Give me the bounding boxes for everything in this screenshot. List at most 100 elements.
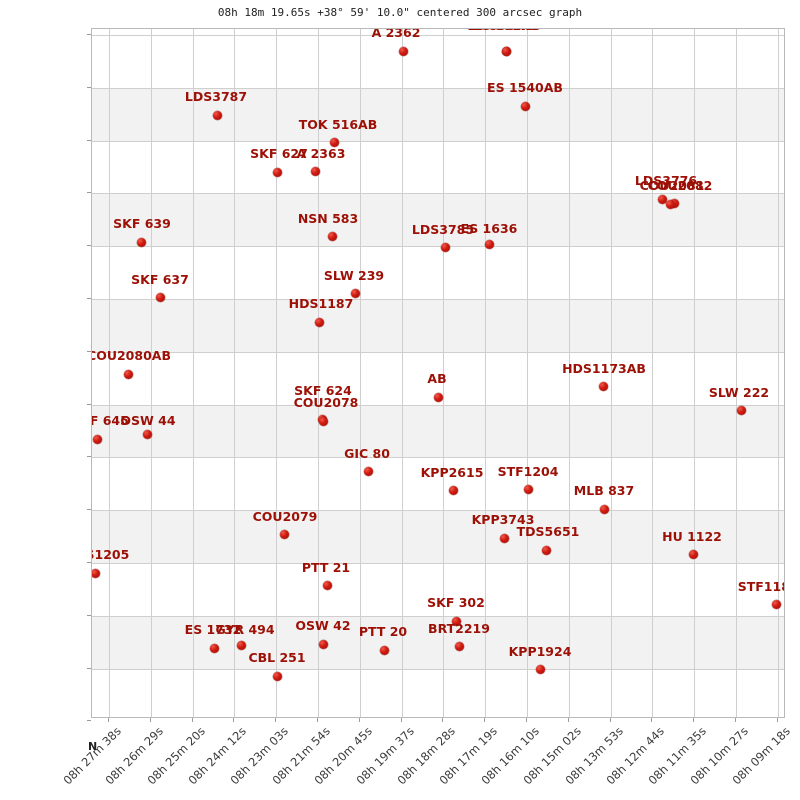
star-label: ES 1540AB [487,80,563,95]
star-marker[interactable] [433,392,443,402]
star-label: HDS1205 [92,547,130,562]
x-axis-tick-mark [609,718,611,722]
gridline-vertical [359,29,361,717]
star-label: STF1184A [737,579,784,594]
star-marker[interactable] [541,545,551,555]
x-axis-tick-mark [526,718,527,722]
star-label: CBL 251 [248,650,306,665]
star-label: PTT 20 [358,624,408,639]
gridline-vertical [610,29,612,717]
star-marker[interactable] [665,199,675,209]
star-marker[interactable] [123,369,133,379]
x-axis-tick-mark [233,718,235,722]
star-label: PTT 21 [301,560,351,575]
star-marker[interactable] [142,429,152,439]
star-marker[interactable] [454,641,464,651]
y-axis-tick-mark [87,456,91,458]
x-axis-tick-mark [693,718,695,722]
star-marker[interactable] [501,46,511,56]
star-marker[interactable] [327,231,337,241]
star-marker[interactable] [279,529,289,539]
band-stripe [92,299,784,352]
star-marker[interactable] [155,292,165,302]
star-label: TDS5651 [516,524,580,539]
star-marker[interactable] [318,416,328,426]
star-label: SKF 302 [427,595,485,610]
star-label: HU 1122 [662,529,722,544]
star-marker[interactable] [379,645,389,655]
x-axis-tick-mark [149,718,151,722]
star-marker[interactable] [771,599,781,609]
gridline-vertical [652,29,654,717]
star-marker[interactable] [272,167,282,177]
plot-area: A 2362 ES 592ABES 593AB LDS3787 ES 1540AB TO… [91,28,785,718]
star-marker[interactable] [451,616,461,626]
y-axis-tick-mark [87,298,91,299]
star-marker[interactable] [448,485,458,495]
star-marker[interactable] [598,381,608,391]
star-marker[interactable] [92,434,102,444]
star-marker[interactable] [523,484,533,494]
gridline-vertical [318,29,319,717]
gridline-horizontal [92,563,784,564]
star-marker[interactable] [212,110,222,120]
star-marker[interactable] [688,549,698,559]
star-label: COU2080AB [91,348,171,363]
star-marker[interactable] [350,288,360,298]
gridline-horizontal [92,87,784,89]
star-marker[interactable] [310,166,320,176]
star-marker[interactable] [329,137,339,147]
star-marker[interactable] [484,239,494,249]
star-marker[interactable] [92,568,100,578]
star-marker[interactable] [599,504,609,514]
gridline-vertical [276,29,278,717]
y-axis-tick-mark [87,614,91,616]
star-marker[interactable] [318,639,328,649]
star-label: A 2362 [371,28,421,40]
star-label: SKF 624 [294,383,352,398]
y-axis-tick-mark [87,86,91,88]
star-label: KPP2615 [420,465,484,480]
x-axis-tick-mark [400,718,402,722]
star-label: KPP3743 [471,512,535,527]
star-marker[interactable] [736,405,746,415]
star-marker[interactable] [398,46,408,56]
gridline-vertical [485,29,487,717]
band-stripe [92,193,784,247]
star-marker[interactable] [499,533,509,543]
star-marker[interactable] [322,580,332,590]
star-label: STF1204 [497,464,559,479]
star-label: OSW 42 [295,618,351,633]
gridline-horizontal [92,140,784,142]
band-stripe [92,404,784,458]
x-axis-tick-mark [442,718,444,722]
star-marker[interactable] [535,664,545,674]
gridline-horizontal [92,35,784,36]
star-label: COU2079 [252,509,318,524]
gridline-vertical [401,29,403,717]
star-label: HDS1187 [288,296,354,311]
north-marker: N [88,740,98,753]
x-axis-tick-mark [108,718,109,722]
star-marker[interactable] [440,242,450,252]
star-label: ES 1636 [460,221,518,236]
star-label: COU2082 [647,178,713,193]
star-marker[interactable] [657,194,667,204]
star-label: SLW 222 [708,385,770,400]
star-label: LDS3787 [184,89,248,104]
star-label: MLB 837 [573,483,635,498]
gridline-horizontal [92,668,784,670]
y-axis-tick-mark [87,192,91,194]
star-marker[interactable] [209,643,219,653]
star-marker[interactable] [272,671,282,681]
star-marker[interactable] [136,237,146,247]
x-axis-tick-mark [191,718,193,722]
gridline-vertical [443,29,445,717]
star-marker[interactable] [236,640,246,650]
star-label: COU2078 [293,395,359,410]
star-marker[interactable] [363,466,373,476]
y-axis-tick-mark [87,720,91,722]
star-marker[interactable] [314,317,324,327]
star-marker[interactable] [520,101,530,111]
